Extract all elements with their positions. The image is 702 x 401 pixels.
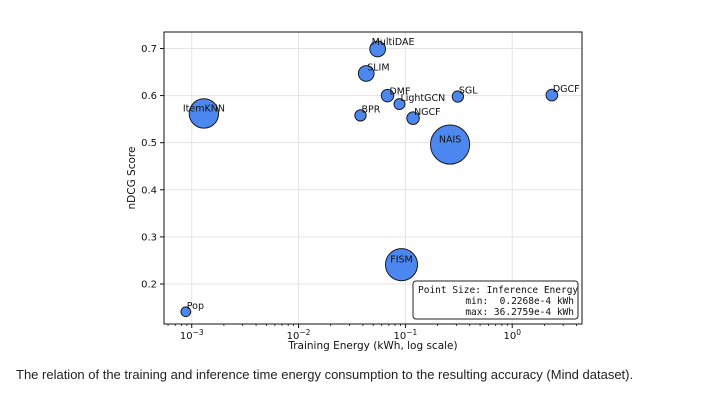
y-tick-label: 0.5 xyxy=(141,138,157,149)
label-pop: Pop xyxy=(187,301,204,312)
x-tick-label: 10−1 xyxy=(393,328,417,342)
label-lightgcn: LightGCN xyxy=(400,93,445,104)
label-nais: NAIS xyxy=(439,135,461,146)
label-bpr: BPR xyxy=(362,104,381,115)
point-itemknn xyxy=(188,98,220,129)
y-tick-label: 0.7 xyxy=(141,44,157,55)
label-ngcf: NGCF xyxy=(414,107,441,118)
point-pop xyxy=(180,306,192,318)
label-multidae: MultiDAE xyxy=(372,37,415,48)
scatter-chart: 0.2 0.3 0.4 0.5 0.6 0.7 10−3 10−2 10−1 100 MultiD… xyxy=(126,31,583,352)
point-sgl xyxy=(451,90,465,103)
label-slim: SLIM xyxy=(367,62,389,73)
point-bpr xyxy=(354,109,367,122)
x-tick-label: 100 xyxy=(503,328,521,342)
point-nais xyxy=(430,124,471,165)
x-axis-label: Training Energy (kWh, log scale) xyxy=(287,340,457,352)
data-points xyxy=(180,40,559,318)
legend-min: min: 0.2268e-4 kWh xyxy=(465,296,574,307)
y-tick-label: 0.4 xyxy=(141,185,157,196)
point-lightgcn xyxy=(393,98,406,111)
label-itemknn: ItemKNN xyxy=(183,103,225,114)
figure-caption: The relation of the training and inferen… xyxy=(16,367,634,382)
x-tick-label: 10−3 xyxy=(180,328,204,342)
y-axis-label: nDCG Score xyxy=(126,147,138,210)
point-ngcf xyxy=(406,111,420,125)
axis-ticks: 0.2 0.3 0.4 0.5 0.6 0.7 10−3 10−2 10−1 100 xyxy=(141,44,577,342)
label-sgl: SGL xyxy=(459,86,478,97)
x-tick-label: 10−2 xyxy=(287,328,311,342)
point-dmf xyxy=(380,88,395,103)
y-tick-label: 0.6 xyxy=(141,91,157,102)
y-tick-label: 0.3 xyxy=(141,232,157,243)
point-slim xyxy=(357,65,375,82)
point-multidae xyxy=(369,40,387,58)
label-dgcf: DGCF xyxy=(553,84,580,95)
label-fism: FISM xyxy=(390,255,413,266)
point-dgcf xyxy=(545,88,559,102)
legend-max: max: 36.2759e-4 kWh xyxy=(465,307,574,318)
point-fism xyxy=(384,248,419,282)
label-dmf: DMF xyxy=(389,87,410,98)
y-tick-label: 0.2 xyxy=(141,279,157,290)
size-legend: Point Size: Inference Energy min: 0.2268… xyxy=(412,280,579,320)
legend-title: Point Size: Inference Energy xyxy=(418,285,578,296)
legend-box xyxy=(412,280,579,320)
